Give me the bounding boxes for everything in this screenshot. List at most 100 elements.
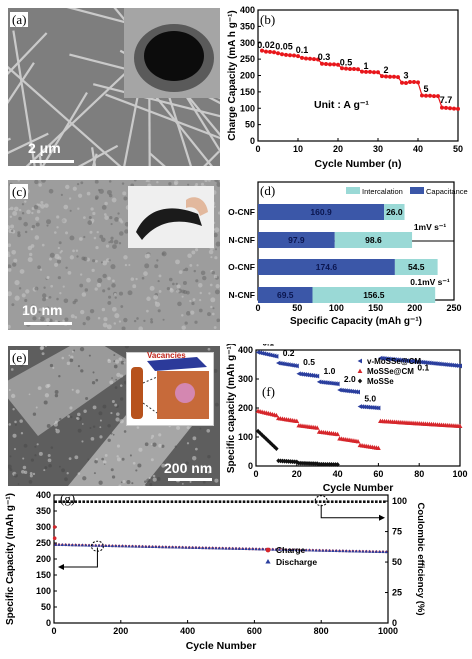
tem-grain <box>100 237 106 243</box>
tem-grain <box>45 317 50 323</box>
sem-grain <box>19 419 23 423</box>
x-tick-label: 40 <box>413 144 423 154</box>
tem-grain <box>215 284 220 289</box>
efficiency-point <box>98 500 102 504</box>
y2-tick-label: 100 <box>392 496 407 506</box>
discharge-point <box>341 549 345 553</box>
discharge-point <box>190 545 195 549</box>
efficiency-point <box>66 500 69 504</box>
tem-grain <box>10 229 14 233</box>
tem-grain <box>62 319 65 323</box>
tem-grain <box>43 286 46 289</box>
discharge-point <box>150 544 155 548</box>
tem-grain <box>14 280 20 286</box>
discharge-point <box>344 549 348 553</box>
sem-grain <box>36 443 39 446</box>
discharge-point <box>127 544 131 548</box>
y-tick-label: 100 <box>240 103 255 113</box>
sem-grain <box>48 463 52 468</box>
y-tick-label: 100 <box>36 586 51 596</box>
sem-grain <box>68 354 71 357</box>
tem-grain <box>200 182 205 186</box>
y-tick-label: 100 <box>238 432 253 442</box>
sem-grain <box>23 470 28 475</box>
data-point <box>386 356 391 362</box>
sem-grain <box>94 459 98 464</box>
rate-label: 0.5 <box>303 357 315 367</box>
sem-grain <box>17 483 20 485</box>
sem-grain <box>101 457 104 461</box>
sem-grain <box>12 408 15 411</box>
tem-grain <box>199 291 202 295</box>
data-point <box>278 360 283 366</box>
bar-capacitance <box>258 259 395 275</box>
sem-grain <box>120 481 123 484</box>
sem-grain <box>34 445 37 448</box>
sem-grain <box>119 374 124 378</box>
bar-value-capacitance: 97.9 <box>288 235 305 245</box>
efficiency-point <box>338 500 342 504</box>
rate-label: 7.7 <box>440 95 453 105</box>
tem-grain <box>12 262 17 267</box>
efficiency-point <box>138 500 142 504</box>
sem-grain <box>64 477 68 482</box>
tem-grain <box>132 284 137 289</box>
data-point <box>428 93 432 98</box>
sem-grain <box>109 380 114 385</box>
tem-grain <box>106 324 112 330</box>
sem-grain <box>95 458 98 461</box>
discharge-point <box>167 545 171 549</box>
x-tick-label: 20 <box>333 144 343 154</box>
tem-grain <box>32 316 37 321</box>
plot-frame <box>257 9 459 142</box>
sem-grain <box>32 412 37 416</box>
y2-tick-label: 50 <box>392 557 402 567</box>
data-point <box>280 361 285 367</box>
data-point <box>380 74 384 79</box>
efficiency-point <box>310 500 314 504</box>
tem-grain <box>63 298 69 304</box>
y-tick-label: 200 <box>36 554 51 564</box>
efficiency-point <box>330 500 334 504</box>
data-point <box>265 352 271 357</box>
tem-grain <box>107 301 112 305</box>
data-point <box>435 361 440 367</box>
sem-grain <box>83 409 87 413</box>
tem-grain <box>92 259 96 263</box>
tem-grain <box>30 244 35 248</box>
rate-label: 0.1 <box>262 344 274 348</box>
sem-grain <box>61 356 65 360</box>
tem-grain <box>63 204 69 210</box>
discharge-point <box>67 543 71 547</box>
discharge-point <box>217 546 222 550</box>
arrow-head <box>379 514 385 521</box>
efficiency-point <box>322 500 326 504</box>
tem-grain <box>74 298 78 303</box>
tem-grain <box>85 316 91 321</box>
data-point <box>355 389 360 395</box>
tem-grain <box>157 309 161 313</box>
discharge-point <box>97 543 101 547</box>
sem-grain <box>192 436 197 441</box>
data-point <box>260 48 264 53</box>
data-point <box>400 357 405 363</box>
sem-grain <box>55 428 58 431</box>
data-point <box>357 358 362 364</box>
tem-grain <box>216 180 219 183</box>
discharge-point <box>257 547 262 551</box>
sem-grain <box>58 465 61 468</box>
discharge-point <box>70 543 75 547</box>
tem-grain <box>127 290 133 296</box>
sem-grain <box>189 480 192 483</box>
data-point <box>365 404 371 410</box>
bar-value-capacitance: 160.9 <box>310 207 332 217</box>
tem-grain <box>44 203 49 208</box>
sem-grain <box>35 406 38 409</box>
data-point <box>384 356 389 362</box>
sem-grain <box>114 403 118 407</box>
tem-grain <box>146 309 149 313</box>
data-point <box>376 70 380 75</box>
panel-f-chart: 0 20 40 60 80 100 0 100 200 300 400 Cycle Number Spe… <box>222 338 472 494</box>
y-axis-label: Specific capacity (mAh g⁻¹) <box>226 344 237 473</box>
tem-grain <box>187 253 192 259</box>
